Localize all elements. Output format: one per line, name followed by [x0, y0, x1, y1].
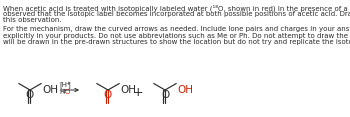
Text: this observation.: this observation.: [3, 17, 62, 23]
Text: O: O: [161, 90, 169, 99]
Text: O: O: [65, 88, 70, 95]
Text: OH: OH: [177, 85, 193, 95]
Text: explicitly in your products. Do not use abbreviations such as Me or Ph. Do not a: explicitly in your products. Do not use …: [3, 32, 350, 39]
Text: When acetic acid is treated with isotopically labeled water (¹⁸O, shown in red) : When acetic acid is treated with isotopi…: [3, 4, 350, 12]
Text: 2: 2: [63, 89, 66, 94]
Text: For the mechanism, draw the curved arrows as needed. Include lone pairs and char: For the mechanism, draw the curved arrow…: [3, 26, 350, 32]
Text: O: O: [104, 90, 112, 99]
Text: +: +: [65, 81, 70, 86]
Text: [H: [H: [59, 82, 67, 88]
Text: O: O: [26, 90, 34, 99]
Text: OH: OH: [120, 85, 136, 95]
Text: ]: ]: [68, 82, 70, 88]
Text: will be drawn in the pre-drawn structures to show the location but do not try an: will be drawn in the pre-drawn structure…: [3, 38, 350, 45]
Text: OH: OH: [42, 85, 58, 95]
Text: observed that the isotopic label becomes incorporated at both possible positions: observed that the isotopic label becomes…: [3, 11, 350, 17]
Text: H: H: [59, 88, 64, 95]
Text: +: +: [133, 86, 143, 99]
